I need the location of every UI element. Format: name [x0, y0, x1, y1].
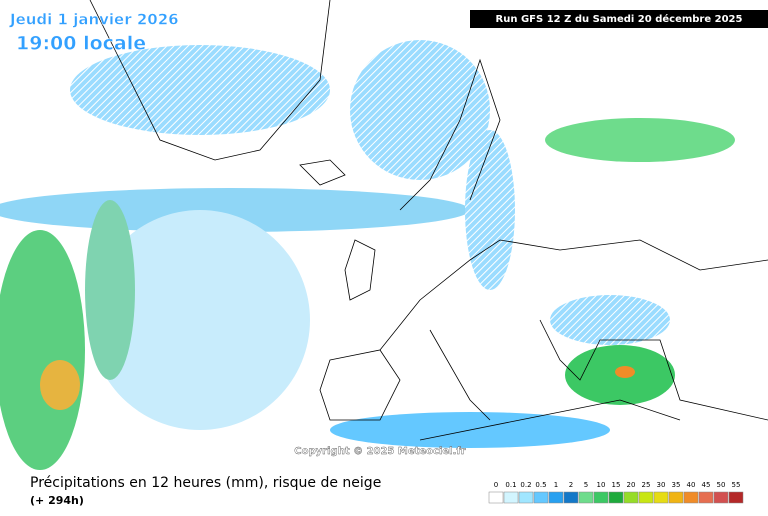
- legend-swatch: [518, 491, 534, 504]
- legend-label: 0.5: [535, 481, 546, 489]
- legend: 0 0.1 0.2 0.5 1 2 5 10 15 20 25 30 35 40 45 50 55: [488, 481, 744, 504]
- snow-risk: [465, 130, 515, 290]
- legend-label: 10: [597, 481, 606, 489]
- coastlines: [89, 0, 768, 441]
- legend-label: 30: [657, 481, 666, 489]
- legend-label: 20: [627, 481, 636, 489]
- legend-label: 25: [642, 481, 651, 489]
- legend-swatch: [563, 491, 579, 504]
- legend-label: 2: [569, 481, 573, 489]
- snow-risk: [70, 45, 330, 135]
- lead-time: (+ 294h): [30, 494, 84, 507]
- legend-swatch: [653, 491, 669, 504]
- legend-swatch: [488, 491, 504, 504]
- footer: [0, 470, 768, 512]
- legend-label: 15: [612, 481, 621, 489]
- legend-swatch: [668, 491, 684, 504]
- precip: [615, 366, 635, 378]
- legend-swatch: [623, 491, 639, 504]
- legend-swatch: [698, 491, 714, 504]
- map: Jeudi 1 janvier 2026 19:00 locale Run GF…: [0, 0, 768, 470]
- run-box: [470, 10, 768, 28]
- legend-swatch: [713, 491, 729, 504]
- legend-swatch: [578, 491, 594, 504]
- legend-label: 0: [494, 481, 498, 489]
- legend-label: 40: [687, 481, 696, 489]
- legend-label: 45: [702, 481, 711, 489]
- legend-swatch: [533, 491, 549, 504]
- footer-title: Précipitations en 12 heures (mm), risque…: [30, 475, 381, 491]
- time: 19:00 locale: [16, 33, 146, 55]
- legend-label: 35: [672, 481, 681, 489]
- precip: [545, 118, 735, 162]
- legend-swatch: [683, 491, 699, 504]
- legend-label: 0.1: [505, 481, 516, 489]
- precip: [0, 230, 85, 470]
- precip: [90, 210, 310, 430]
- precip: [85, 200, 135, 380]
- legend-swatch: [608, 491, 624, 504]
- run: Run GFS 12 Z du Samedi 20 décembre 2025: [496, 13, 743, 25]
- legend-label: 50: [717, 481, 726, 489]
- legend-swatch: [593, 491, 609, 504]
- precip: [40, 360, 80, 410]
- legend-label: 5: [584, 481, 588, 489]
- snow-risk: [550, 295, 670, 345]
- legend-swatch: [503, 491, 519, 504]
- legend-swatch: [638, 491, 654, 504]
- legend-label: 0.2: [520, 481, 531, 489]
- date: Jeudi 1 janvier 2026: [9, 11, 179, 29]
- copyright: Copyright © 2025 Meteociel.fr: [294, 446, 465, 457]
- legend-label: 55: [732, 481, 741, 489]
- snow-risk: [350, 40, 490, 180]
- legend-label: 1: [554, 481, 558, 489]
- legend-swatch: [548, 491, 564, 504]
- legend-swatch: [728, 491, 744, 504]
